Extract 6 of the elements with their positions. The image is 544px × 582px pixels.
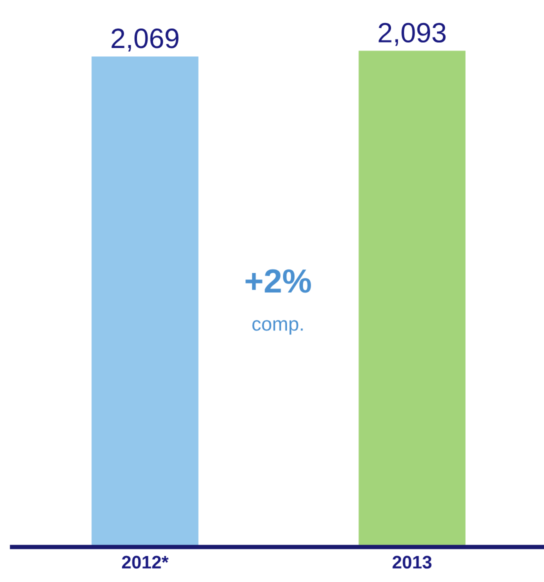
data-label: 2,093 (378, 22, 446, 46)
x-tick-label: 2012* (122, 556, 169, 569)
x-tick-label: 2013 (392, 556, 432, 569)
data-label: 2,069 (112, 28, 178, 52)
annotation: comp. (252, 320, 303, 335)
annotation: +2% (246, 269, 311, 293)
